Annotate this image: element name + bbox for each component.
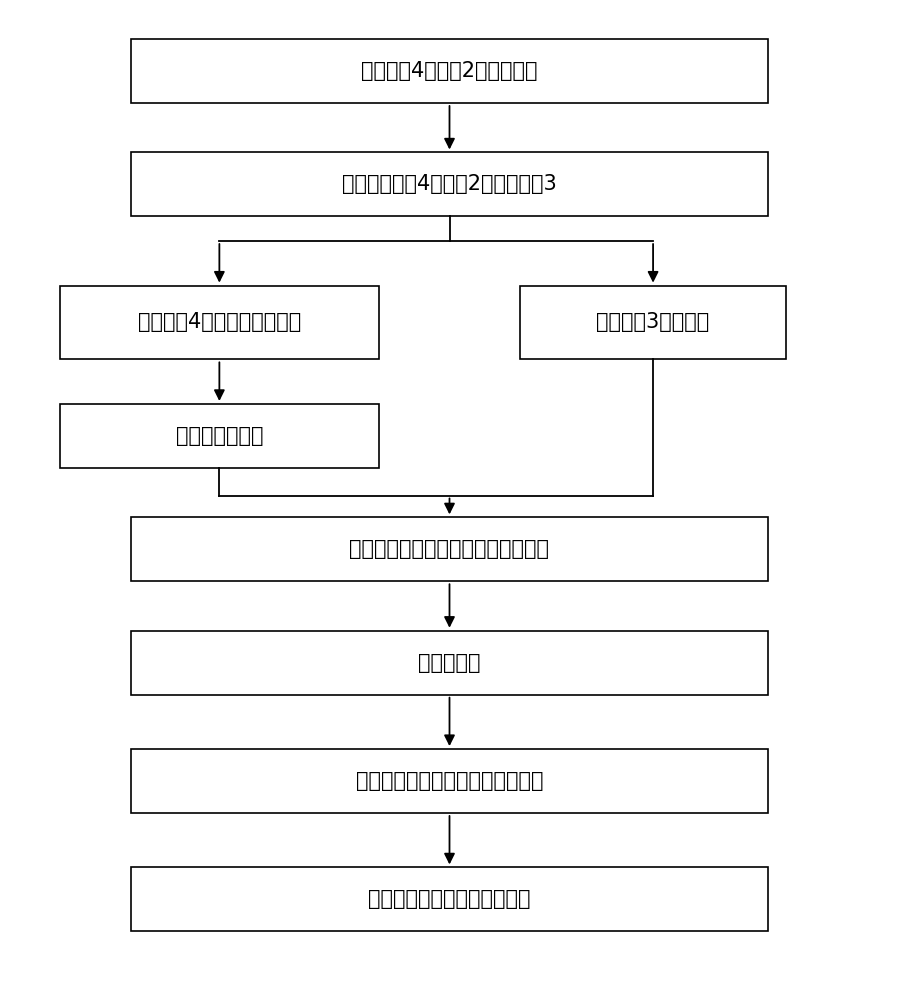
Text: 封装容器4焊接部位放置焊片: 封装容器4焊接部位放置焊片 — [138, 312, 301, 332]
Text: 加热并冷却: 加热并冷却 — [418, 653, 481, 673]
Text: 完成相变温控组件外形的加工: 完成相变温控组件外形的加工 — [369, 889, 530, 909]
Text: 在恒温环境下灌注相变材料并密封: 在恒温环境下灌注相变材料并密封 — [356, 771, 543, 791]
Bar — [131, 39, 768, 103]
Bar — [131, 631, 768, 695]
Bar — [131, 749, 768, 813]
Text: 酸洗封装容器4、盖板2、泡沫金属3: 酸洗封装容器4、盖板2、泡沫金属3 — [343, 174, 556, 194]
Text: 封装容器4及盖板2焊接面镀银: 封装容器4及盖板2焊接面镀银 — [361, 61, 538, 81]
Bar — [131, 517, 768, 581]
Bar — [521, 286, 786, 359]
Bar — [60, 404, 378, 468]
Text: 泡沫金属3两面搪锡: 泡沫金属3两面搪锡 — [596, 312, 709, 332]
Text: 预热至焊片熔化: 预热至焊片熔化 — [175, 426, 263, 446]
Bar — [60, 286, 378, 359]
Bar — [131, 867, 768, 931]
Text: 用封装容器夹具将各部件装配成一体: 用封装容器夹具将各部件装配成一体 — [350, 539, 549, 559]
Bar — [131, 152, 768, 216]
